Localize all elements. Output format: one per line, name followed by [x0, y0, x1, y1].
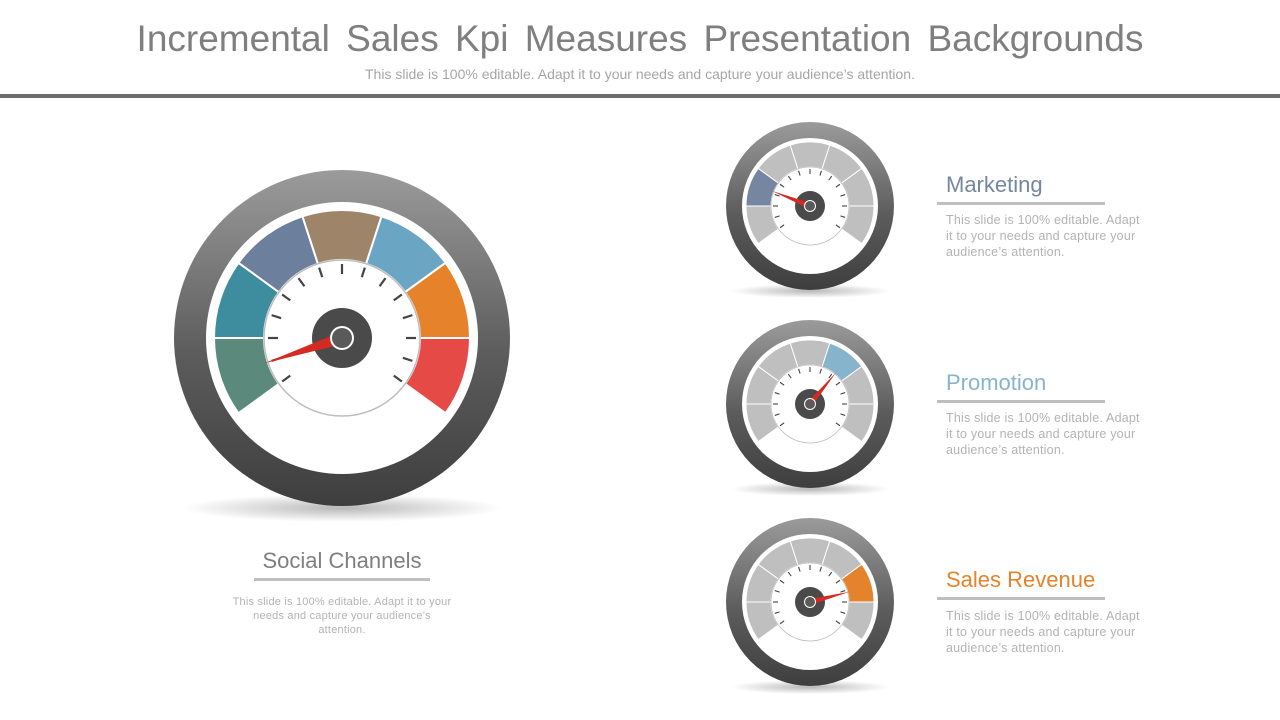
marketing-underline: [937, 202, 1105, 205]
slide-title: Incremental Sales Kpi Measures Presentat…: [136, 18, 1144, 59]
gauge-tick: [840, 392, 846, 395]
promotion-label: Promotion: [946, 370, 1047, 395]
gauge-tick: [828, 175, 833, 181]
gauge-tick: [828, 373, 833, 379]
gauge-tick: [828, 571, 833, 577]
gauge-tick: [835, 422, 841, 427]
slide-subtitle: This slide is 100% editable. Adapt it to…: [365, 66, 915, 82]
gauge-tick: [798, 566, 801, 572]
gauge-tick: [787, 373, 792, 379]
gauge-tick: [774, 215, 780, 218]
marketing-gauge: [726, 122, 894, 298]
gauge-needle: [771, 190, 812, 209]
gauge-tick: [798, 170, 801, 176]
gauge-needle: [809, 591, 850, 605]
gauge-tick: [779, 381, 785, 386]
gauge-tick: [774, 590, 780, 593]
gauge-tick: [840, 413, 846, 416]
gauge-tick: [840, 215, 846, 218]
gauge-shadow: [730, 680, 890, 694]
gauge-shadow: [182, 494, 502, 522]
gauge-tick: [779, 422, 785, 427]
social-channels-underline: [254, 578, 430, 581]
sales-revenue-underline: [937, 597, 1105, 600]
promotion-underline: [937, 400, 1105, 403]
gauge-tick: [819, 170, 822, 176]
header-divider: [0, 94, 1280, 98]
gauge-tick: [779, 620, 785, 625]
gauge-tick: [378, 277, 387, 287]
gauge-tick: [779, 224, 785, 229]
gauge-tick: [297, 277, 306, 287]
gauge-hub-cap: [805, 201, 815, 211]
gauge-tick: [779, 183, 785, 188]
gauge-tick: [774, 194, 780, 197]
gauge-tick: [835, 381, 841, 386]
gauge-shadow: [730, 482, 890, 496]
gauge-tick: [779, 579, 785, 584]
gauge-hub-cap: [332, 328, 352, 348]
gauge-tick: [774, 392, 780, 395]
gauge-tick: [402, 356, 413, 362]
gauge-tick: [318, 267, 324, 278]
gauge-tick: [393, 293, 403, 302]
gauge-tick: [281, 293, 291, 302]
gauge-tick: [835, 579, 841, 584]
gauge-tick: [835, 183, 841, 188]
gauge-tick: [393, 374, 403, 383]
social-channels-gauge: [174, 170, 510, 522]
gauge-needle: [807, 372, 837, 406]
gauge-tick: [787, 571, 792, 577]
gauge-tick: [281, 374, 291, 383]
gauge-tick: [774, 413, 780, 416]
gauge-tick: [835, 620, 841, 625]
marketing-description: This slide is 100% editable. Adapt it to…: [946, 213, 1140, 259]
sales-revenue-label: Sales Revenue: [946, 567, 1096, 592]
gauge-tick: [840, 590, 846, 593]
gauge-tick: [360, 267, 366, 278]
sales-revenue-gauge: [726, 518, 894, 694]
social-channels-label: Social Channels: [262, 548, 422, 573]
gauge-shadow: [730, 284, 890, 298]
gauge-tick: [402, 314, 413, 320]
gauge-tick: [798, 368, 801, 374]
social-channels-description: This slide is 100% editable. Adapt it to…: [232, 596, 452, 636]
gauge-tick: [840, 611, 846, 614]
gauge-needle: [264, 332, 344, 364]
sales-revenue-description: This slide is 100% editable. Adapt it to…: [946, 609, 1140, 655]
gauge-tick: [819, 368, 822, 374]
gauge-tick: [787, 175, 792, 181]
gauge-tick: [819, 566, 822, 572]
gauge-tick: [774, 611, 780, 614]
gauge-tick: [271, 314, 282, 320]
gauge-tick: [840, 194, 846, 197]
gauge-tick: [835, 224, 841, 229]
promotion-description: This slide is 100% editable. Adapt it to…: [946, 411, 1140, 457]
promotion-gauge: [726, 320, 894, 496]
marketing-label: Marketing: [946, 172, 1043, 197]
gauge-hub-cap: [805, 399, 815, 409]
gauge-hub-cap: [805, 597, 815, 607]
